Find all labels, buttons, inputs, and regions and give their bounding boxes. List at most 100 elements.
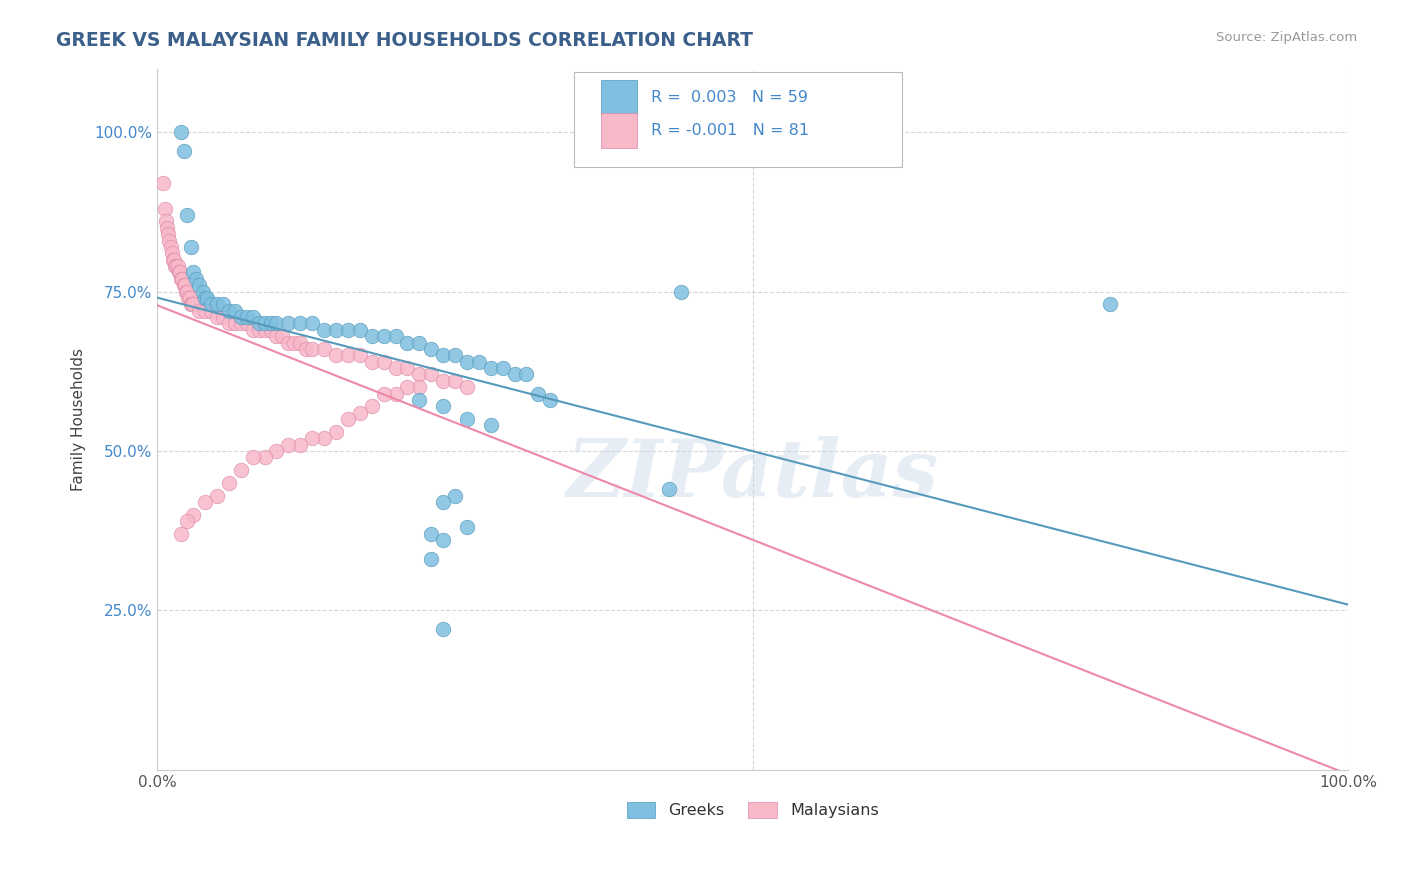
Point: [229, 317, 252, 331]
Point: [456, 380, 478, 394]
Point: [160, 246, 183, 260]
Point: [266, 329, 288, 343]
Point: [200, 303, 222, 318]
Point: [235, 310, 257, 324]
Point: [152, 176, 174, 190]
Text: R =  0.003   N = 59: R = 0.003 N = 59: [651, 90, 808, 105]
Point: [181, 265, 204, 279]
Point: [176, 285, 198, 299]
Point: [492, 361, 515, 376]
Text: ZIPatlas: ZIPatlas: [567, 436, 939, 514]
Point: [235, 317, 257, 331]
Point: [671, 285, 693, 299]
Legend: Greeks, Malaysians: Greeks, Malaysians: [620, 796, 884, 825]
Point: [373, 329, 395, 343]
Point: [259, 323, 281, 337]
Point: [408, 380, 430, 394]
Point: [218, 475, 240, 490]
Point: [396, 380, 419, 394]
Point: [156, 220, 179, 235]
Point: [295, 342, 318, 356]
Point: [444, 374, 467, 388]
Point: [349, 348, 371, 362]
Point: [290, 335, 312, 350]
Point: [360, 329, 382, 343]
Point: [229, 463, 252, 477]
Point: [408, 335, 430, 350]
FancyBboxPatch shape: [574, 72, 901, 167]
Point: [205, 489, 228, 503]
FancyBboxPatch shape: [602, 80, 637, 115]
Point: [253, 450, 276, 465]
Point: [658, 482, 681, 496]
Point: [325, 425, 347, 439]
Point: [157, 234, 180, 248]
Point: [384, 329, 406, 343]
Point: [172, 272, 194, 286]
Point: [180, 297, 202, 311]
Point: [349, 323, 371, 337]
Point: [432, 623, 454, 637]
Point: [162, 252, 184, 267]
Point: [301, 317, 323, 331]
Point: [166, 259, 188, 273]
Point: [384, 386, 406, 401]
Point: [468, 355, 491, 369]
Point: [290, 317, 312, 331]
Point: [538, 392, 561, 407]
Point: [325, 348, 347, 362]
Point: [527, 386, 550, 401]
Point: [184, 272, 207, 286]
Point: [205, 310, 228, 324]
Point: [420, 552, 443, 566]
Point: [336, 412, 359, 426]
Point: [200, 297, 222, 311]
Point: [373, 355, 395, 369]
Point: [166, 259, 188, 273]
Point: [432, 348, 454, 362]
Point: [444, 489, 467, 503]
Point: [173, 145, 195, 159]
Point: [336, 348, 359, 362]
Text: R = -0.001   N = 81: R = -0.001 N = 81: [651, 123, 810, 137]
Point: [173, 278, 195, 293]
Point: [314, 323, 336, 337]
Point: [277, 335, 299, 350]
Point: [408, 368, 430, 382]
Point: [253, 323, 276, 337]
Point: [170, 526, 193, 541]
Point: [456, 412, 478, 426]
Point: [176, 514, 198, 528]
Text: GREEK VS MALAYSIAN FAMILY HOUSEHOLDS CORRELATION CHART: GREEK VS MALAYSIAN FAMILY HOUSEHOLDS COR…: [56, 31, 754, 50]
Point: [170, 125, 193, 139]
Point: [218, 317, 240, 331]
Point: [176, 208, 198, 222]
Point: [173, 278, 195, 293]
Point: [157, 227, 180, 242]
Point: [170, 272, 193, 286]
Point: [432, 533, 454, 548]
Point: [163, 252, 186, 267]
Point: [396, 335, 419, 350]
Point: [167, 265, 190, 279]
Y-axis label: Family Households: Family Households: [72, 348, 86, 491]
Point: [479, 361, 502, 376]
Point: [247, 323, 270, 337]
Point: [218, 303, 240, 318]
Point: [180, 240, 202, 254]
Point: [301, 342, 323, 356]
Point: [360, 400, 382, 414]
Point: [277, 317, 299, 331]
Point: [229, 310, 252, 324]
Point: [242, 310, 264, 324]
Point: [197, 291, 219, 305]
Point: [181, 508, 204, 522]
Point: [290, 437, 312, 451]
Point: [253, 317, 276, 331]
Point: [155, 214, 177, 228]
Point: [169, 265, 191, 279]
Point: [247, 317, 270, 331]
Point: [159, 240, 181, 254]
Point: [515, 368, 537, 382]
Point: [479, 418, 502, 433]
